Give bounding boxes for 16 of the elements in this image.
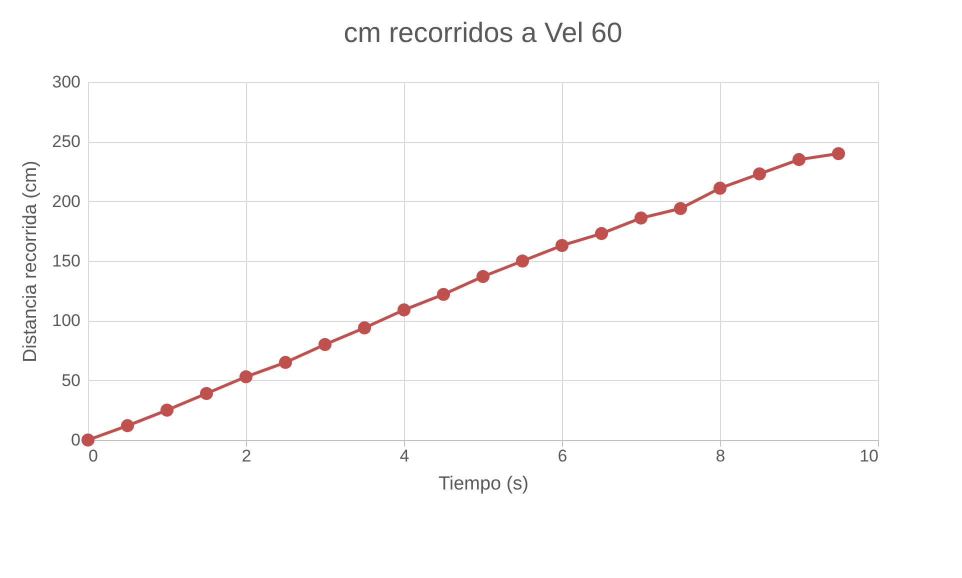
x-tick-label: 8 [716,446,726,466]
y-tick-label: 50 [62,370,80,390]
y-tick-label: 200 [52,192,80,211]
y-axis-title: Distancia recorrida (cm) [20,160,42,362]
x-tick-label: 2 [242,446,252,466]
y-tick-label: 250 [52,132,80,152]
y-tick-label: 100 [52,311,80,330]
x-tick-label: 6 [558,446,568,466]
chart-title: cm recorridos a Vel 60 [344,17,622,48]
y-tick-label: 0 [71,430,80,450]
x-tick-label: 0 [88,446,98,466]
y-tick-label: 150 [52,252,80,270]
x-tick-label: 10 [860,446,878,466]
y-tick-label: 300 [52,72,80,92]
x-axis-title: Tiempo (s) [438,474,529,494]
x-tick-label: 4 [400,446,410,466]
